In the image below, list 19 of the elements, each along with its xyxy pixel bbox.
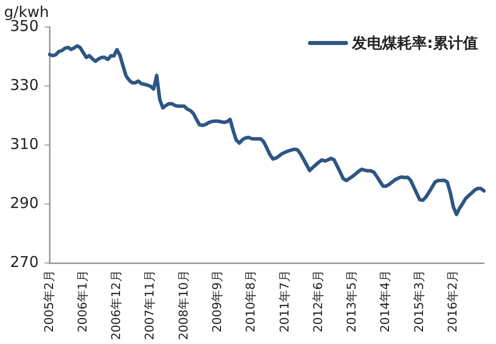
legend-label: 发电煤耗率:累计值 xyxy=(351,34,478,52)
y-tick-label: 310 xyxy=(10,134,39,153)
x-tick-label: 2012年6月 xyxy=(310,270,325,332)
y-axis-title: g/kwh xyxy=(4,3,50,21)
x-tick-label: 2013年5月 xyxy=(344,270,359,332)
x-tick-label: 2015年3月 xyxy=(412,270,426,332)
x-tick-label: 2006年12月 xyxy=(109,270,124,340)
x-tick-label: 2016年2月 xyxy=(446,270,460,332)
x-tick-label: 2009年9月 xyxy=(210,270,224,332)
x-tick-label: 2014年4月 xyxy=(378,270,392,332)
x-tick-label: 2008年10月 xyxy=(176,270,190,340)
x-tick-label: 2010年8月 xyxy=(244,270,258,332)
y-tick-label: 290 xyxy=(10,194,39,212)
x-tick-label: 2005年2月 xyxy=(42,270,56,332)
y-tick-label: 330 xyxy=(10,76,39,94)
x-tick-label: 2011年7月 xyxy=(277,270,292,332)
x-tick-label: 2006年1月 xyxy=(75,270,90,332)
x-tick-label: 2007年11月 xyxy=(142,270,157,340)
y-tick-label: 270 xyxy=(10,253,39,272)
